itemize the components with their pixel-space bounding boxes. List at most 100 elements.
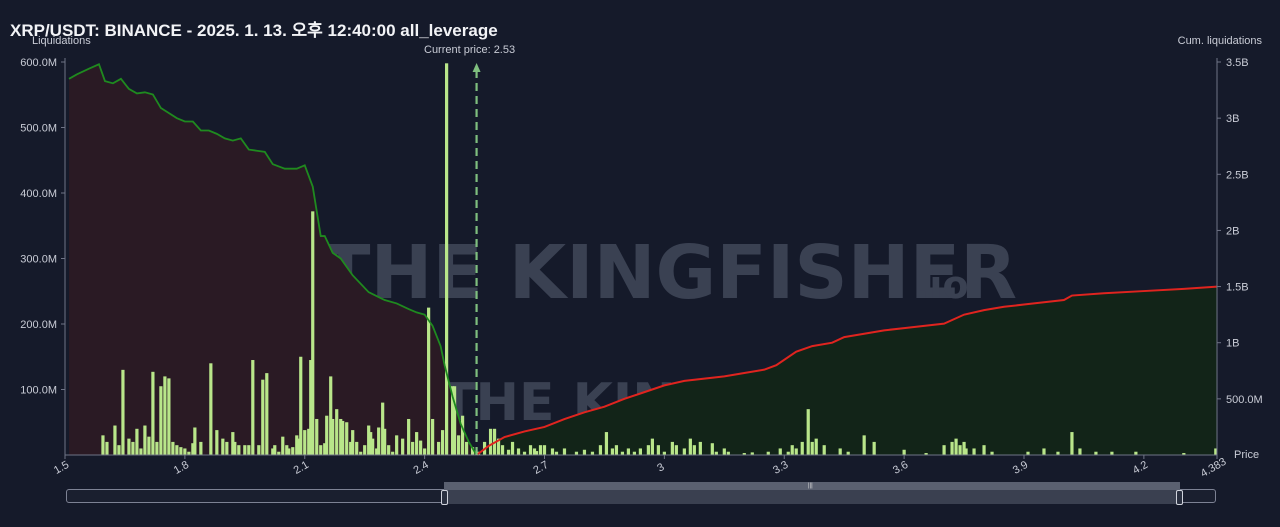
liquidation-bar [794, 448, 798, 455]
liquidation-bar [674, 445, 678, 455]
liquidation-bar [367, 425, 371, 455]
liquidation-bar [407, 418, 411, 455]
liquidation-bar [237, 445, 241, 455]
watermark-suffix: .io [915, 263, 969, 307]
liquidation-bar [990, 451, 994, 455]
liquidation-bar [534, 451, 539, 455]
liquidation-bar [159, 386, 163, 455]
x-tick-label: 3.9 [1011, 459, 1030, 477]
liquidation-bar [506, 449, 511, 455]
liquidation-bar [419, 440, 423, 455]
liquidation-bar [650, 438, 654, 455]
x-tick-label: 2.4 [412, 459, 431, 477]
range-handle-right[interactable] [1176, 490, 1183, 505]
liquidation-bar [147, 436, 151, 455]
right-axis-title: Cum. liquidations [1177, 35, 1262, 47]
liquidation-bar [698, 441, 702, 455]
liquidation-bar [1026, 451, 1030, 455]
liquidation-bar [924, 453, 928, 455]
liquidation-bar [415, 432, 419, 455]
liquidation-bar [766, 451, 770, 455]
liquidation-bar [942, 445, 946, 455]
liquidation-bar [632, 451, 637, 455]
liquidation-bar [972, 448, 976, 455]
liquidation-bar [307, 428, 311, 455]
liquidation-bar [311, 211, 315, 455]
liquidation-bar [101, 435, 105, 455]
liquidation-bar [395, 435, 399, 455]
liquidation-bar [522, 451, 527, 455]
left-tick-label: 600.0M [20, 57, 57, 69]
right-tick-label: 1.5B [1226, 282, 1249, 294]
x-tick-label: 3.6 [891, 459, 910, 477]
watermark-brand: THE KINGFISHER [320, 230, 1017, 316]
liquidation-bar [500, 445, 505, 455]
liquidation-bar [371, 438, 375, 455]
liquidation-bar [452, 386, 457, 455]
liquidation-bar [273, 445, 277, 455]
liquidation-bar [902, 449, 906, 455]
liquidation-bar [954, 438, 958, 455]
liquidation-bar [550, 448, 555, 455]
liquidation-bar [193, 427, 197, 455]
right-tick-label: 1B [1226, 338, 1239, 350]
liquidation-bar [315, 418, 319, 455]
liquidation-bar [171, 441, 175, 455]
liquidation-bar [355, 441, 359, 455]
liquidation-bar [309, 360, 313, 455]
liquidation-bar [814, 438, 818, 455]
liquidation-bar [297, 438, 301, 455]
liquidation-bar [299, 356, 303, 455]
liquidation-bar [431, 418, 435, 455]
liquidation-bar [742, 453, 746, 455]
liquidation-bar [822, 445, 826, 455]
liquidation-bar [1110, 451, 1114, 455]
liquidation-bar [163, 376, 167, 455]
liquidation-bar [183, 448, 187, 455]
liquidation-bar [688, 438, 692, 455]
liquidation-bar [221, 438, 225, 455]
liquidation-bar [714, 451, 718, 455]
liquidation-bar [387, 445, 391, 455]
liquidation-bar [806, 409, 810, 455]
short-cumulative-area [476, 286, 1217, 455]
liquidation-bar [411, 441, 415, 455]
liquidation-bar [167, 378, 171, 455]
liquidation-bar [626, 448, 631, 455]
liquidation-bar [329, 376, 333, 455]
range-selection-grip-bar[interactable] [444, 482, 1180, 490]
liquidation-bar [620, 451, 625, 455]
liquidation-bar [349, 441, 353, 455]
liquidation-bar [261, 379, 265, 455]
liquidation-bar [516, 448, 521, 455]
liquidation-bar [604, 432, 609, 455]
liquidation-bar [786, 451, 790, 455]
liquidation-bar [692, 445, 696, 455]
long-cumulative-line [68, 63, 478, 456]
range-handle-left[interactable] [441, 490, 448, 505]
liquidation-bar [271, 448, 275, 455]
liquidation-bar [391, 451, 395, 455]
liquidation-bar [191, 443, 195, 455]
liquidation-bar [460, 415, 465, 455]
liquidation-bar [838, 448, 842, 455]
liquidation-bar [117, 445, 121, 455]
liquidation-bar [359, 451, 363, 455]
liquidation-bar [143, 425, 147, 455]
current-price-label: Current price: 2.53 [424, 44, 515, 56]
chart-title: XRP/USDT: BINANCE - 2025. 1. 13. 오후 12:4… [10, 21, 498, 40]
liquidation-bar [846, 451, 850, 455]
right-tick-label: 3B [1226, 113, 1239, 125]
liquidation-bar [199, 441, 203, 455]
liquidation-bar [950, 441, 954, 455]
liquidation-bar [488, 428, 493, 455]
liquidation-bar [962, 441, 966, 455]
current-price-arrow-icon [472, 63, 481, 72]
liquidation-bar [131, 441, 135, 455]
liquidation-bar [464, 441, 469, 455]
liquidation-bar [285, 445, 289, 455]
x-axis-title: Price [1234, 449, 1259, 461]
liquidation-bar [341, 420, 345, 455]
short-cumulative-line [475, 285, 1218, 456]
